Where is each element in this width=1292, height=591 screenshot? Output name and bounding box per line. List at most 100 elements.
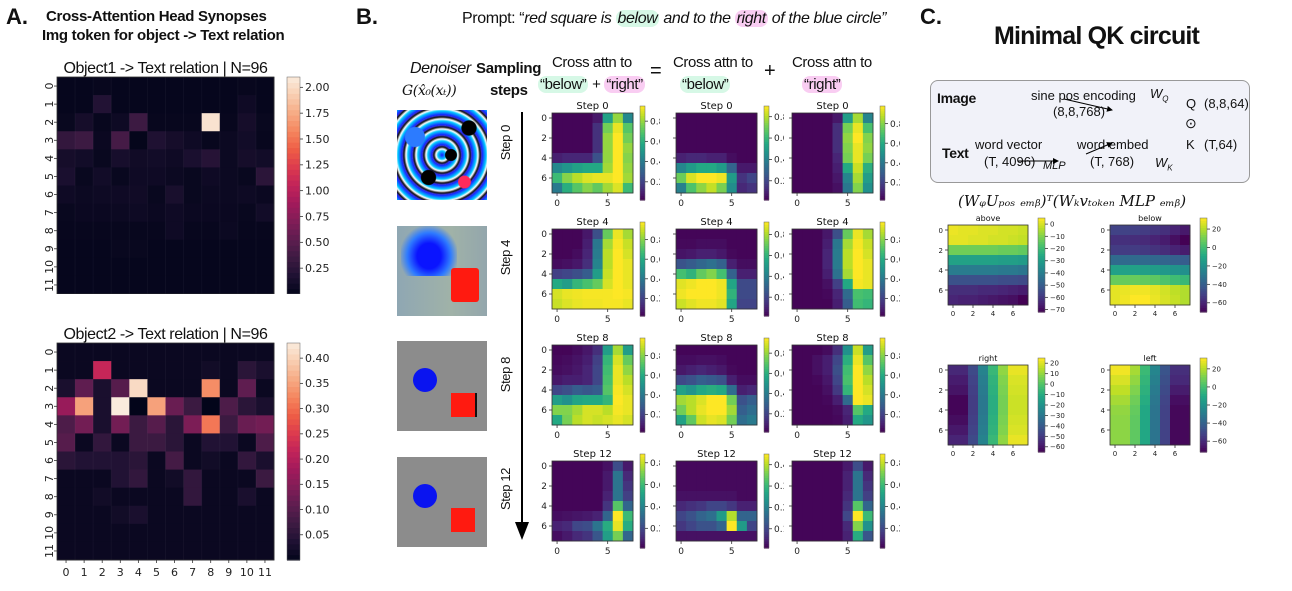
heatmap-cell [706, 471, 717, 482]
heatmap-cell [93, 239, 112, 259]
colorbar-segment [287, 364, 300, 371]
heatmap-cell [716, 345, 728, 356]
heatmap-cell [792, 123, 803, 134]
heatmap-cell [572, 531, 583, 542]
colorbar-tick-label: 0.4 [774, 461, 784, 471]
heatmap-cell [852, 531, 864, 542]
heatmap-cell [988, 435, 999, 446]
colorbar-tick-label: −60 [1212, 438, 1227, 446]
heatmap-cell [602, 153, 614, 164]
colorbar-segment [1038, 297, 1045, 301]
heatmap-cell [183, 541, 203, 561]
x-tick-label: 0 [1113, 450, 1117, 458]
colorbar-tick-label: 1.75 [305, 107, 330, 120]
heatmap-cell [592, 279, 604, 290]
colorbar-segment [640, 185, 645, 189]
heatmap-cell [1140, 235, 1151, 246]
heatmap-cell [147, 451, 166, 470]
colorbar-segment [640, 399, 645, 403]
heatmap-cell [676, 461, 687, 472]
x-tick-label: 5 [605, 199, 611, 209]
heatmap-cell [111, 397, 130, 416]
prompt-highlight-below: below [615, 10, 660, 27]
colorbar-segment [1200, 407, 1207, 411]
heatmap-cell [686, 183, 697, 194]
colorbar-frame [879, 337, 886, 433]
colorbar-segment [1038, 257, 1045, 261]
colorbar-segment [287, 196, 300, 203]
heatmap-cell [562, 173, 573, 184]
heatmap-title: Step 8 [816, 333, 848, 344]
heatmap-cell [736, 385, 748, 396]
heatmap-cell [812, 355, 823, 366]
heatmap-cell [129, 415, 148, 434]
heatmap-cell [832, 481, 844, 492]
heatmap-cell [716, 163, 728, 174]
heatmap-cell [1008, 275, 1019, 286]
colorbar-segment [880, 245, 885, 249]
x-tick-label: 4 [1153, 310, 1158, 318]
heatmap-cell [822, 259, 833, 270]
heatmap-cell [622, 163, 634, 174]
wk-arrow [1085, 142, 1113, 155]
colorbar-segment [640, 370, 645, 374]
colorbar-segment [880, 377, 885, 381]
colorbar-tick-label: −20 [1212, 401, 1227, 409]
heatmap-cell [686, 345, 697, 356]
colorbar-segment [764, 363, 769, 367]
colorbar-segment [640, 192, 645, 196]
colorbar-segment [764, 380, 769, 384]
colorbar-segment [764, 377, 769, 381]
colorbar-segment [1200, 362, 1207, 366]
heatmap-title: Step 4 [700, 217, 732, 228]
heatmap-cell [822, 481, 833, 492]
heatmap-cell [716, 173, 728, 184]
colorbar-segment [287, 375, 300, 382]
heatmap-cell [842, 405, 854, 416]
colorbar-segment [764, 486, 769, 490]
heatmap-cell [255, 505, 275, 525]
heatmap-cell [852, 461, 864, 472]
heatmap-cell [852, 491, 864, 502]
heatmap-cell [612, 133, 624, 144]
heatmap-cell [582, 269, 593, 280]
colorbar-segment [764, 401, 769, 405]
heatmap-cell [852, 173, 864, 184]
colorbar-segment [640, 178, 645, 182]
colorbar-segment [764, 259, 769, 263]
colorbar-segment [1200, 447, 1207, 451]
colorbar-segment [287, 473, 300, 480]
heatmap-cell [602, 531, 614, 542]
colorbar-tick-label: −40 [1050, 269, 1065, 277]
colorbar-segment [764, 299, 769, 303]
y-tick-label: 8 [43, 227, 56, 234]
colorbar-segment [880, 508, 885, 511]
heatmap-cell [582, 249, 593, 260]
heatmap-cell [1180, 225, 1191, 236]
colorbar-segment [287, 104, 300, 111]
heatmap-cell [147, 203, 166, 223]
heatmap-cell [622, 173, 634, 184]
heatmap-cell [602, 365, 614, 376]
y-tick-label: 4 [541, 154, 547, 164]
heatmap-cell [552, 461, 563, 472]
y-tick-label: 6 [939, 287, 944, 295]
heatmap-cell [832, 511, 844, 522]
heatmap-cell [686, 269, 697, 280]
colorbar-segment [764, 489, 769, 493]
heatmap-cell [1130, 425, 1141, 436]
sine-pos-label: sine pos encoding [1031, 88, 1136, 103]
col1-subheader: “below” + “right” [538, 76, 645, 93]
heatmap-cell [726, 229, 738, 240]
colorbar-segment [880, 345, 885, 348]
heatmap-cell [802, 531, 813, 542]
heatmap-cell [842, 491, 854, 502]
heatmap-cell [832, 123, 844, 134]
y-tick-label: 6 [43, 457, 56, 464]
colorbar-segment [640, 529, 645, 533]
colorbar-segment [640, 347, 645, 351]
heatmap-cell [812, 531, 823, 542]
heatmap-cell [948, 245, 959, 256]
heatmap-cell [978, 435, 989, 446]
heatmap-cell [147, 541, 166, 561]
